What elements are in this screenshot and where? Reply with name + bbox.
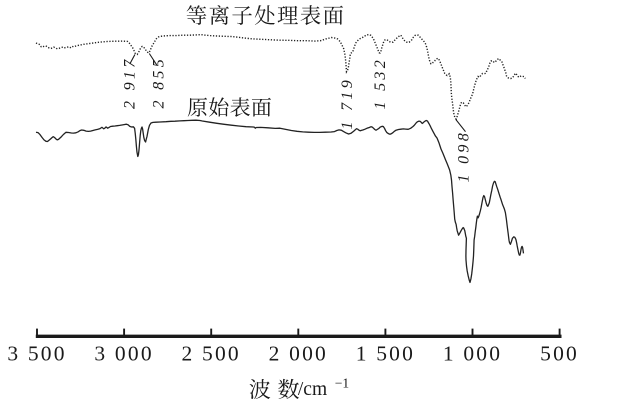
svg-text:1 000: 1 000 (443, 342, 502, 366)
svg-text:1 098: 1 098 (456, 130, 473, 183)
svg-text:1 500: 1 500 (356, 342, 415, 366)
svg-text:−1: −1 (335, 375, 349, 390)
svg-text:/cm: /cm (298, 379, 327, 400)
svg-text:1 532: 1 532 (372, 57, 389, 110)
svg-text:2 500: 2 500 (182, 342, 241, 366)
svg-text:2 000: 2 000 (269, 342, 328, 366)
svg-text:500: 500 (540, 342, 579, 366)
svg-text:1 719: 1 719 (339, 77, 356, 130)
svg-text:2 855: 2 855 (151, 56, 168, 109)
svg-text:2 917: 2 917 (122, 57, 139, 110)
svg-text:3 500: 3 500 (7, 342, 66, 366)
svg-text:3 000: 3 000 (94, 342, 153, 366)
